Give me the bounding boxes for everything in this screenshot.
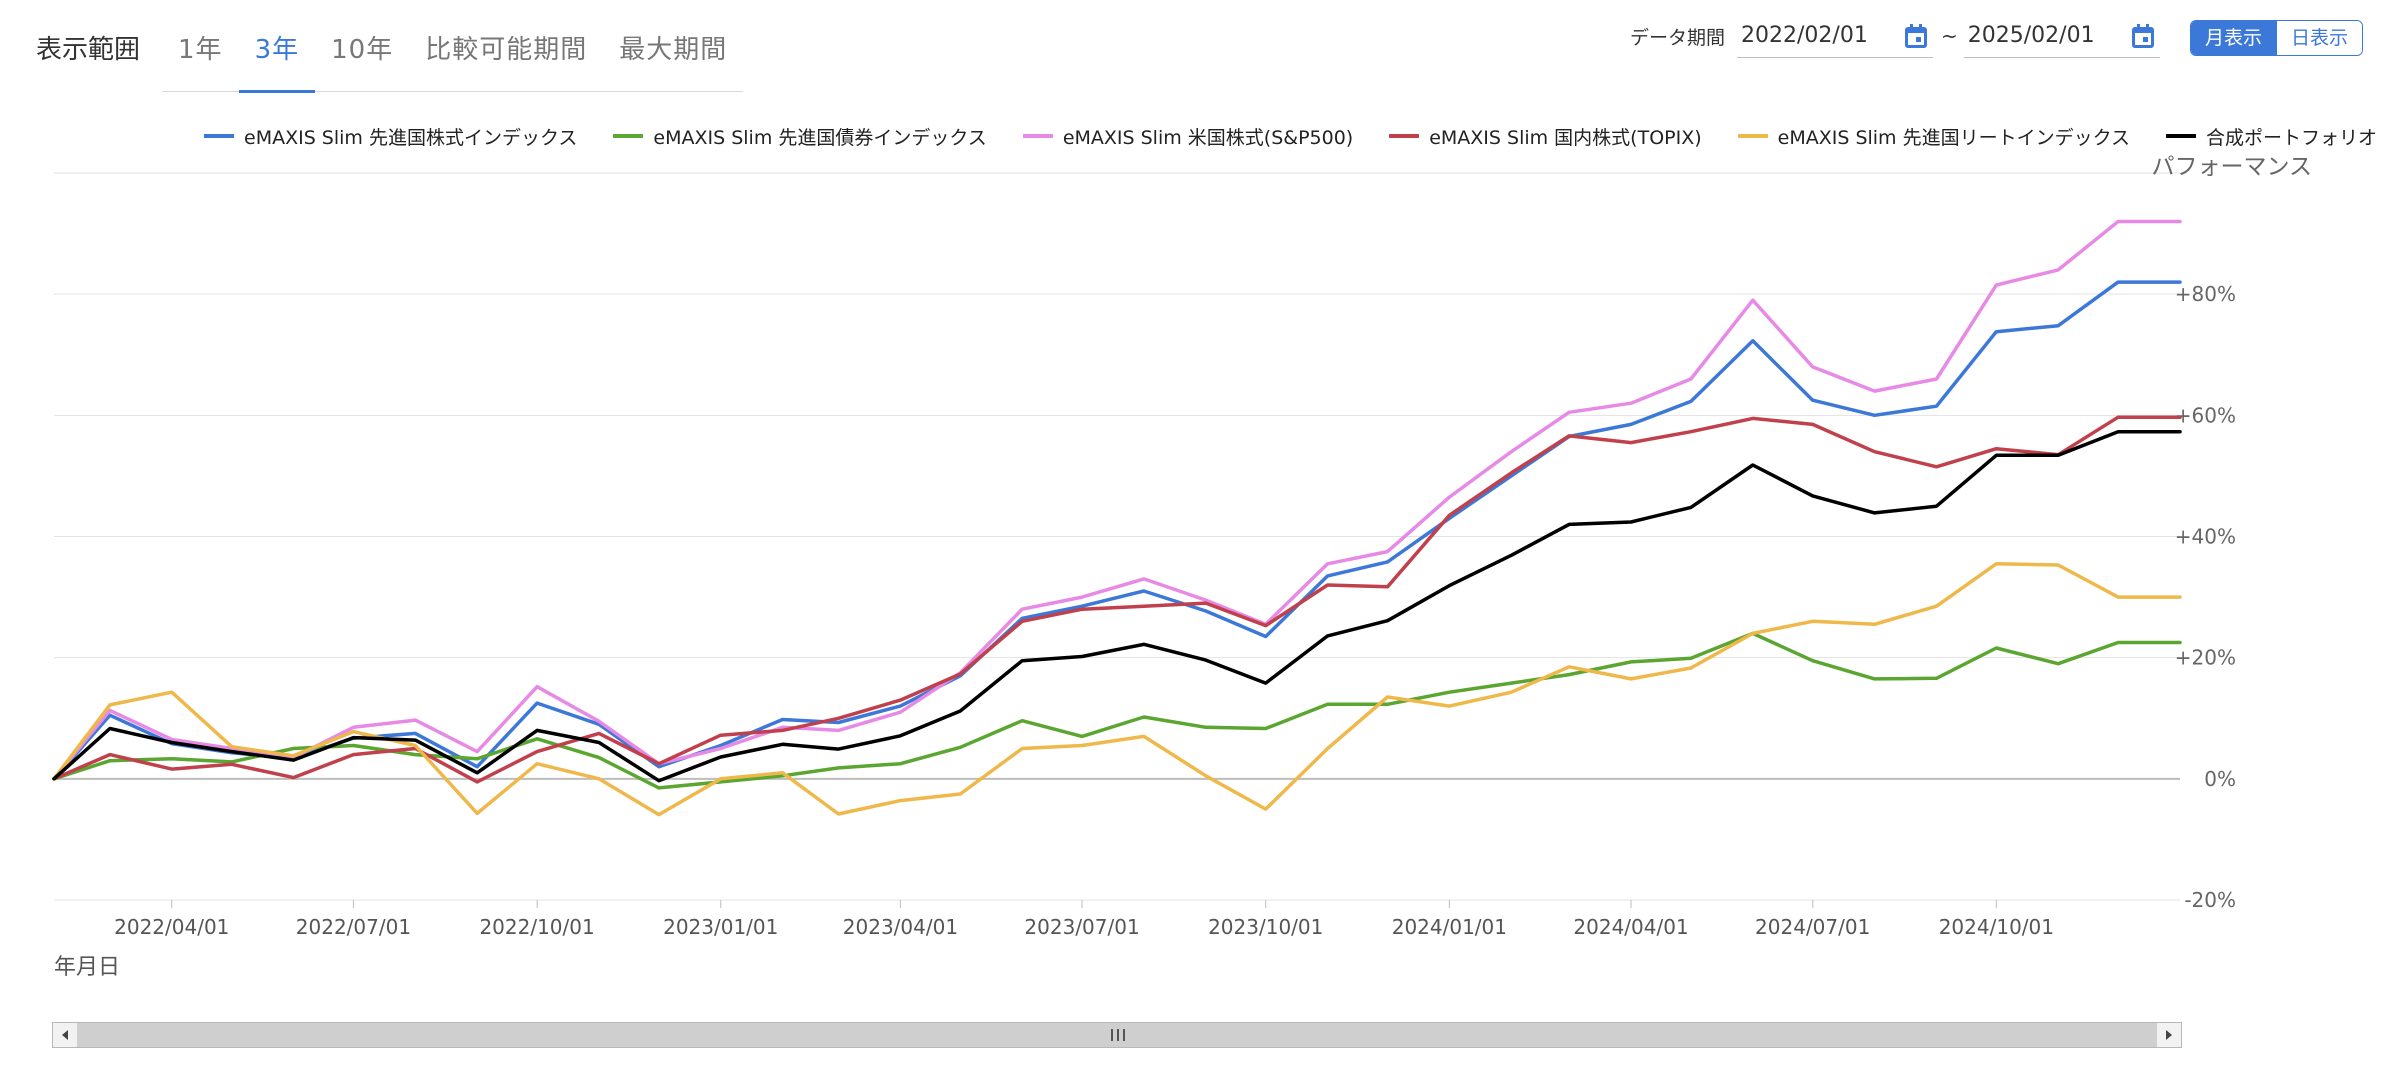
- legend-item[interactable]: eMAXIS Slim 先進国株式インデックス: [204, 123, 577, 150]
- series-line-4: [52, 562, 2182, 817]
- series-line-5: [52, 429, 2182, 783]
- y-tick-label: -20%: [2184, 888, 2236, 912]
- y-tick-label: 0%: [2204, 767, 2236, 791]
- x-tick-label: 2023/01/01: [663, 915, 778, 939]
- y-tick-label: +60%: [2175, 403, 2236, 427]
- x-axis-label: 年月日: [54, 955, 120, 980]
- start-date-value: 2022/02/01: [1741, 23, 1868, 48]
- legend-swatch: [1737, 134, 1768, 138]
- x-tick-label: 2022/07/01: [296, 915, 411, 939]
- chart-legend: eMAXIS Slim 先進国株式インデックス eMAXIS Slim 先進国債券…: [204, 120, 2394, 152]
- legend-swatch: [1389, 134, 1420, 138]
- legend-label: eMAXIS Slim 先進国株式インデックス: [244, 126, 578, 149]
- scroll-grip-icon[interactable]: [1111, 1029, 1125, 1041]
- legend-item[interactable]: eMAXIS Slim 先進国債券インデックス: [613, 123, 987, 150]
- legend-label: 合成ポートフォリオ: [2206, 126, 2378, 149]
- x-tick-label: 2024/10/01: [1939, 915, 2054, 939]
- calendar-icon[interactable]: [1905, 23, 1928, 48]
- legend-label: eMAXIS Slim 米国株式(S&P500): [1062, 126, 1354, 149]
- legend-label: eMAXIS Slim 国内株式(TOPIX): [1429, 126, 1702, 149]
- chart-horizontal-scrollbar[interactable]: [52, 1022, 2182, 1048]
- view-toggle: 月表示 日表示: [2190, 20, 2364, 56]
- scroll-left-arrow-icon[interactable]: [53, 1023, 77, 1047]
- period-separator: ~: [1941, 24, 1958, 48]
- legend-item[interactable]: eMAXIS Slim 国内株式(TOPIX): [1389, 123, 1702, 150]
- legend-label: eMAXIS Slim 先進国債券インデックス: [653, 126, 987, 149]
- legend-swatch: [613, 134, 644, 138]
- tab-3y[interactable]: 3年: [238, 28, 316, 93]
- start-date-field[interactable]: 2022/02/01: [1737, 14, 1934, 58]
- monthly-view-button[interactable]: 月表示: [2191, 21, 2277, 55]
- y-tick-label: +40%: [2175, 525, 2236, 549]
- range-tabs: 1年 3年 10年 比較可能期間 最大期間: [162, 28, 744, 93]
- daily-view-button[interactable]: 日表示: [2276, 21, 2363, 55]
- series-line-0: [52, 280, 2182, 781]
- range-selector: 表示範囲 1年 3年 10年 比較可能期間 最大期間: [36, 28, 744, 93]
- legend-item[interactable]: eMAXIS Slim 先進国リートインデックス: [1737, 123, 2131, 150]
- legend-label: eMAXIS Slim 先進国リートインデックス: [1777, 126, 2131, 149]
- period-label: データ期間: [1630, 26, 1726, 49]
- legend-swatch: [1022, 134, 1053, 138]
- x-tick-label: 2022/10/01: [479, 915, 594, 939]
- x-tick-label: 2024/01/01: [1392, 915, 1507, 939]
- legend-item[interactable]: 合成ポートフォリオ: [2166, 123, 2377, 150]
- x-tick-label: 2024/07/01: [1755, 915, 1870, 939]
- tab-1y[interactable]: 1年: [178, 35, 223, 65]
- tab-max-period[interactable]: 最大期間: [619, 35, 728, 65]
- x-tick-label: 2023/04/01: [843, 915, 958, 939]
- scroll-right-arrow-icon[interactable]: [2157, 1023, 2181, 1047]
- y-tick-label: +80%: [2175, 282, 2236, 306]
- performance-chart: +80% +60% +40% +20% 0% -20% パフォーマンス 2022/04/01 2…: [52, 154, 2312, 980]
- legend-swatch: [2166, 134, 2197, 138]
- end-date-value: 2025/02/01: [1967, 23, 2095, 48]
- legend-swatch: [204, 134, 234, 138]
- tab-10y[interactable]: 10年: [331, 35, 394, 65]
- legend-item[interactable]: eMAXIS Slim 米国株式(S&P500): [1022, 123, 1354, 150]
- series-line-2: [52, 219, 2182, 781]
- y-tick-label: +20%: [2175, 646, 2236, 670]
- data-period: データ期間 2022/02/01 ~ 2025/02/01: [1630, 14, 2160, 58]
- range-label: 表示範囲: [36, 35, 141, 65]
- end-date-field[interactable]: 2025/02/01: [1963, 14, 2160, 58]
- y-axis-label: パフォーマンス: [2151, 154, 2312, 180]
- x-tick-label: 2022/04/01: [114, 915, 229, 939]
- x-tick-label: 2023/07/01: [1024, 915, 1139, 939]
- x-tick-label: 2024/04/01: [1573, 915, 1688, 939]
- series-line-1: [52, 631, 2182, 790]
- calendar-icon[interactable]: [2131, 23, 2154, 48]
- x-tick-label: 2023/10/01: [1208, 915, 1323, 939]
- tab-comparable-period[interactable]: 比較可能期間: [425, 35, 588, 65]
- series-line-3: [52, 415, 2182, 784]
